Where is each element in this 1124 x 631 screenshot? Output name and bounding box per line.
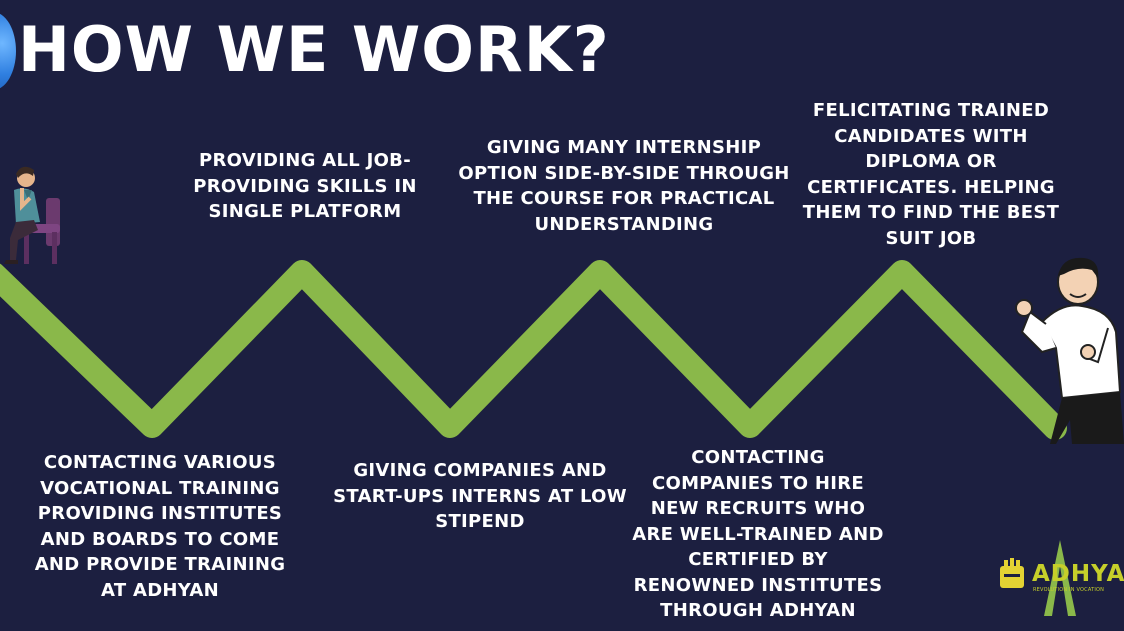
step-3-text: GIVING COMPANIES AND START-UPS INTERNS A… [333,460,627,532]
step-6-text: FELICITATING TRAINED CANDIDATES WITH DIP… [802,100,1060,249]
step-2-text: PROVIDING ALL JOB-PROVIDING SKILLS IN SI… [193,150,417,222]
thinking-person-illustration [4,166,60,264]
globe-icon [0,12,16,90]
logo-tagline: REVOLUTION IN VOCATION [1033,587,1105,593]
logo-name: ADHYAN [1032,561,1124,587]
step-4-text: GIVING MANY INTERNSHIP OPTION SIDE-BY-SI… [458,137,790,235]
step-5-text: CONTACTING COMPANIES TO HIRE NEW RECRUIT… [632,447,884,621]
adhyan-logo [1000,540,1076,616]
page-title: HOW WE WORK? [18,13,610,86]
cheering-man-illustration [1015,257,1124,444]
step-1-text: CONTACTING VARIOUS VOCATIONAL TRAINING P… [34,452,286,601]
